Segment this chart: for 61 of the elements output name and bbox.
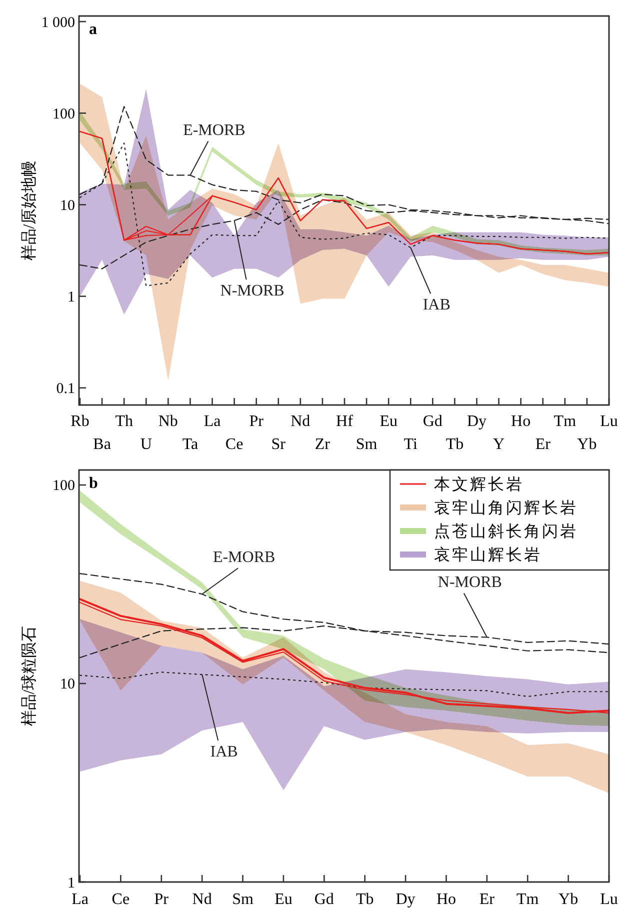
- y-tick-label: 10: [60, 676, 75, 693]
- x-tick-label: Nd: [192, 891, 212, 908]
- x-tick-label: Ce: [112, 891, 130, 908]
- x-tick-label: U: [140, 436, 152, 453]
- y-tick-label: 1: [68, 290, 75, 306]
- x-tick-label: Eu: [380, 413, 398, 430]
- x-tick-label: Ce: [225, 436, 244, 453]
- x-tick-label: Ti: [404, 436, 418, 453]
- x-tick-label: La: [72, 891, 88, 908]
- x-tick-label: Sm: [232, 891, 254, 908]
- x-tick-label: Th: [115, 413, 133, 430]
- x-tick-label: Y: [493, 436, 506, 453]
- x-tick-label: Tm: [554, 413, 577, 430]
- x-tick-label: Yb: [558, 891, 578, 908]
- x-tick-label: Zr: [314, 436, 331, 453]
- text: N-MORB: [438, 574, 502, 592]
- series-label: E-MORB: [212, 549, 276, 566]
- text: E-MORB: [183, 122, 246, 140]
- x-tick-label: La: [204, 413, 221, 430]
- x-tick-label: Tb: [446, 436, 464, 453]
- x-tick-label: Yb: [577, 436, 597, 453]
- x-tick-label: Gd: [422, 413, 442, 430]
- legend-label: 哀牢山角闪辉长岩: [434, 499, 578, 518]
- x-tick-label: Hf: [336, 413, 354, 430]
- x-tick-label: Eu: [274, 891, 292, 908]
- legend-label: 本文辉长岩: [434, 476, 524, 494]
- x-tick-label: Ho: [436, 891, 456, 908]
- y-tick-label: 1 000: [41, 14, 75, 31]
- x-tick-label: Pr: [249, 413, 264, 430]
- y-tick-label: 100: [52, 478, 75, 494]
- y-tick-label: 1: [68, 875, 75, 892]
- x-tick-label: Dy: [466, 413, 487, 430]
- x-tick-label: Sr: [271, 436, 286, 453]
- x-tick-label: Lu: [600, 413, 618, 430]
- chart-title: a: [89, 21, 97, 38]
- x-tick-label: Nd: [290, 413, 310, 430]
- x-tick-label: Er: [479, 891, 496, 908]
- y-tick-label: 100: [52, 106, 75, 122]
- y-axis-title: 样品/球粒陨石: [20, 626, 38, 726]
- text: N-MORB: [220, 282, 284, 300]
- x-tick-label: Nb: [158, 413, 178, 430]
- x-tick-label: Pr: [154, 891, 170, 908]
- text: IAB: [210, 744, 238, 760]
- x-tick-label: Gd: [314, 891, 334, 908]
- legend-label: 点苍山斜长角闪岩: [434, 522, 578, 541]
- x-tick-label: Sm: [356, 436, 378, 453]
- x-tick-label: Ba: [93, 436, 111, 453]
- legend-label: 哀牢山辉长岩: [434, 546, 542, 564]
- x-tick-label: Dy: [396, 891, 416, 908]
- text: IAB: [422, 296, 450, 314]
- x-tick-label: Ta: [182, 436, 198, 453]
- x-tick-label: Tb: [356, 891, 374, 908]
- x-tick-label: Tm: [516, 891, 540, 908]
- y-tick-label: 0.1: [56, 381, 75, 398]
- x-tick-label: Er: [535, 436, 552, 453]
- x-tick-label: Ho: [511, 413, 531, 430]
- chart-title: b: [89, 475, 98, 492]
- y-axis-title: 样品/原始地幔: [20, 160, 38, 261]
- y-tick-label: 10: [60, 198, 75, 214]
- x-tick-label: Lu: [600, 891, 618, 908]
- x-tick-label: Rb: [70, 413, 90, 430]
